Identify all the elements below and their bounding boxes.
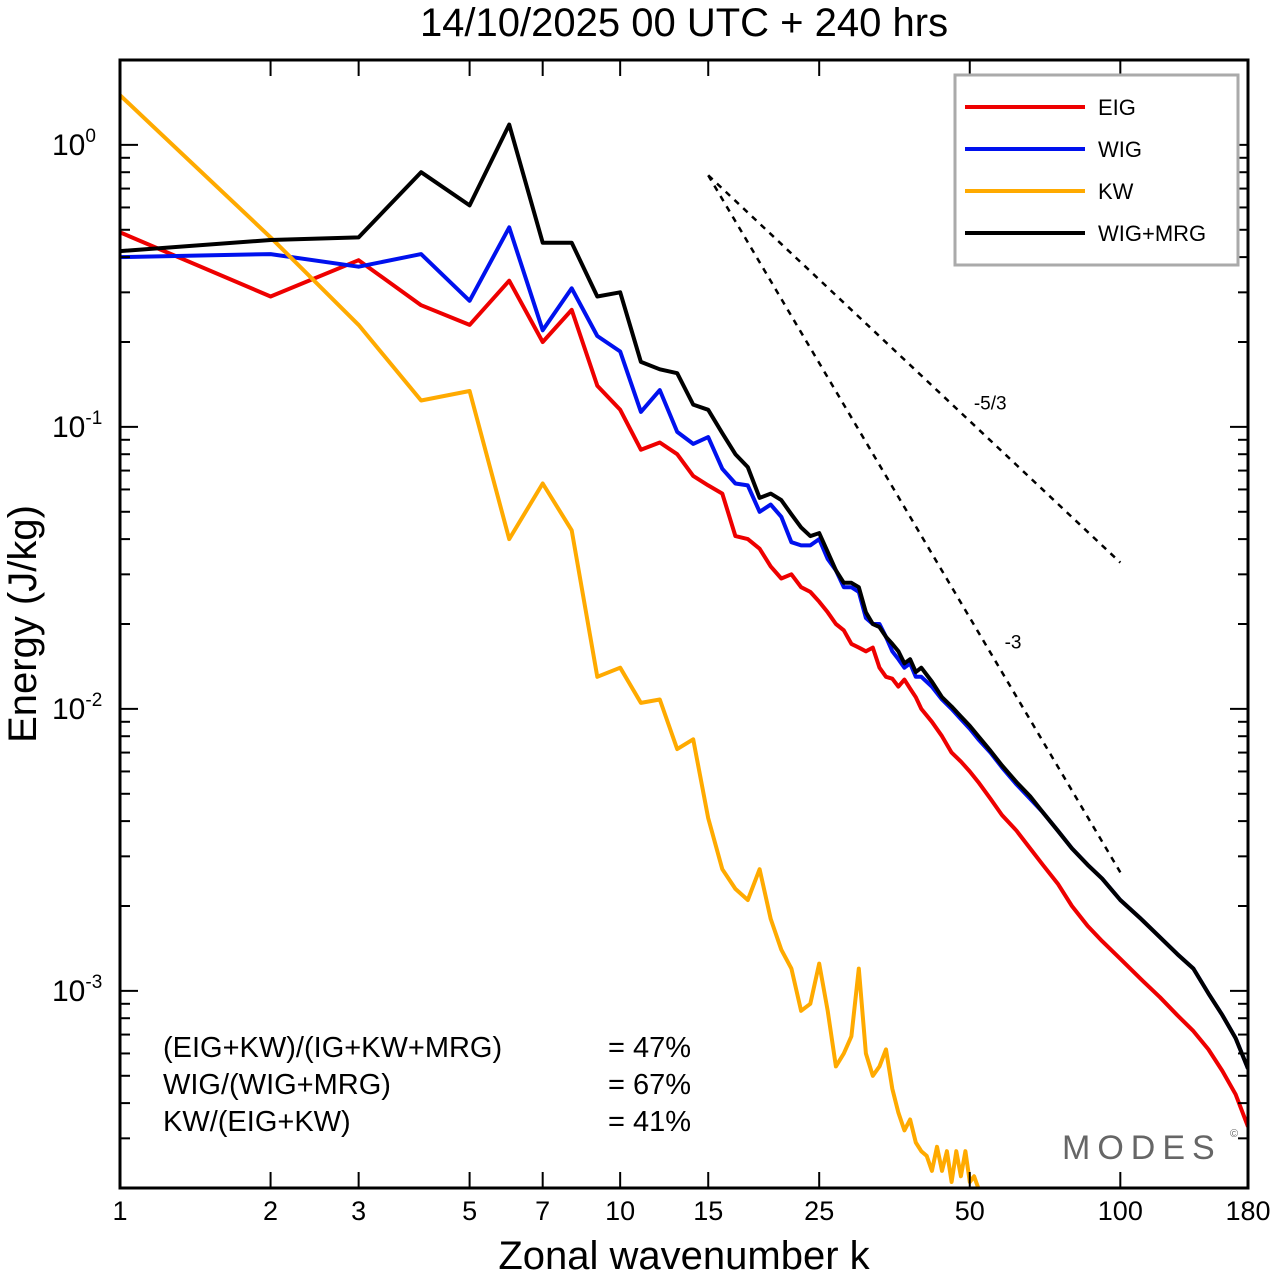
ratio-annotations: (EIG+KW)/(IG+KW+MRG) = 47% WIG/(WIG+MRG) = …	[163, 1032, 691, 1138]
y-tick-label: 100	[52, 126, 96, 162]
legend-label: WIG+MRG	[1098, 221, 1206, 246]
x-tick-label: 5	[462, 1196, 477, 1226]
x-tick-label: 25	[804, 1196, 834, 1226]
x-tick-label: 100	[1098, 1196, 1143, 1226]
x-tick-label: 10	[605, 1196, 635, 1226]
reference-slope-layer: -5/3 -3	[707, 174, 1122, 873]
legend: EIG WIG KW WIG+MRG	[953, 73, 1240, 267]
x-tick-label: 2	[263, 1196, 278, 1226]
legend-label: EIG	[1098, 95, 1136, 120]
modes-logo: MODES ©	[1062, 1128, 1238, 1167]
y-axis-label: Energy (J/kg)	[1, 505, 45, 743]
x-axis: 1 2 3 5 7 10 15 25 50 100 180	[112, 60, 1271, 1226]
ratio-value: = 41%	[608, 1106, 691, 1138]
slope-line-three	[707, 174, 1122, 873]
y-tick-exponent: -3	[85, 972, 102, 993]
y-tick-base: 10	[52, 129, 85, 162]
x-axis-label: Zonal wavenumber k	[498, 1234, 870, 1278]
y-tick-label: 10-2	[52, 690, 102, 726]
y-tick-exponent: 0	[85, 126, 96, 147]
x-tick-label: 3	[351, 1196, 366, 1226]
x-tick-label: 50	[955, 1196, 985, 1226]
y-tick-exponent: -2	[85, 690, 102, 711]
ratio-label: WIG/(WIG+MRG)	[163, 1069, 391, 1101]
legend-label: WIG	[1098, 137, 1142, 162]
ratio-value: = 47%	[608, 1032, 691, 1064]
legend-label: KW	[1098, 179, 1134, 204]
watermark-copyright: ©	[1230, 1128, 1238, 1140]
series-line-wig	[120, 225, 1248, 1070]
ratio-label: KW/(EIG+KW)	[163, 1106, 351, 1138]
y-tick-exponent: -1	[85, 408, 102, 429]
y-tick-base: 10	[52, 693, 85, 726]
x-tick-label: 15	[693, 1196, 723, 1226]
series-line-eig	[120, 230, 1248, 1128]
y-tick-label: 10-1	[52, 408, 102, 444]
x-tick-label: 180	[1225, 1196, 1270, 1226]
series-layer	[120, 93, 1248, 1188]
slope-label: -5/3	[974, 393, 1007, 414]
ratio-label: (EIG+KW)/(IG+KW+MRG)	[163, 1032, 502, 1064]
chart-title: 14/10/2025 00 UTC + 240 hrs	[420, 1, 948, 45]
series-line-kw	[120, 93, 981, 1188]
x-tick-label: 1	[112, 1196, 127, 1226]
y-tick-base: 10	[52, 975, 85, 1008]
y-tick-label: 10-3	[52, 972, 102, 1008]
watermark-text: MODES	[1062, 1129, 1222, 1167]
x-tick-label: 7	[535, 1196, 550, 1226]
y-tick-base: 10	[52, 411, 85, 444]
slope-label: -3	[1005, 632, 1022, 653]
ratio-value: = 67%	[608, 1069, 691, 1101]
slope-line-five-thirds	[707, 174, 1122, 564]
series-line-wig-mrg	[120, 122, 1248, 1070]
